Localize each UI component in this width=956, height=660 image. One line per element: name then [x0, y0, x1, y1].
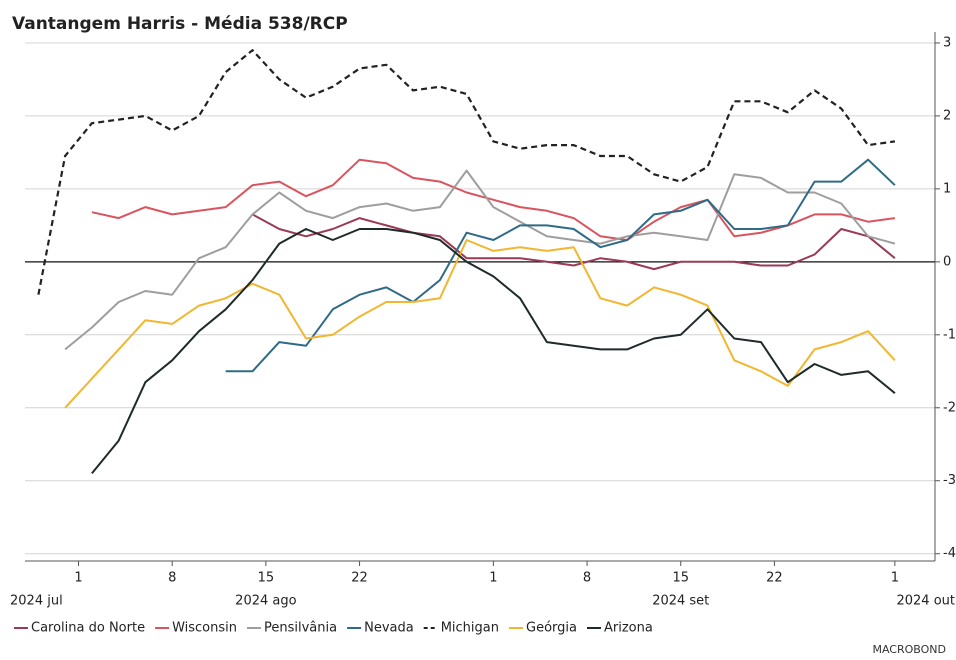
period-label: 2024 ago	[235, 594, 296, 609]
x-tick-label: 22	[766, 571, 783, 586]
x-tick-label: 1	[891, 571, 899, 586]
legend-label: Michigan	[441, 621, 499, 636]
y-tick-label: 2	[943, 108, 951, 123]
source-logo: MACROBOND	[872, 643, 946, 656]
y-tick-label: -4	[943, 546, 956, 561]
legend-label: Pensilvânia	[264, 621, 337, 636]
y-tick-label: -2	[943, 400, 956, 415]
legend-label: Arizona	[604, 621, 653, 636]
y-tick-label: -1	[943, 327, 956, 342]
x-tick-label: 1	[489, 571, 497, 586]
series-line	[64, 239, 896, 409]
y-tick-label: -3	[943, 473, 956, 488]
legend-label: Carolina do Norte	[31, 621, 145, 636]
series-line	[91, 158, 896, 241]
period-label: 2024 jul	[10, 594, 63, 609]
x-tick-label: 8	[583, 571, 591, 586]
series-line	[64, 169, 896, 351]
series-line	[252, 213, 896, 271]
period-label: 2024 set	[652, 594, 709, 609]
y-tick-label: 0	[943, 254, 951, 269]
period-label: 2024 out	[896, 594, 955, 609]
legend-label: Nevada	[364, 621, 414, 636]
y-tick-label: 3	[943, 35, 951, 50]
legend-label: Geórgia	[526, 621, 577, 636]
series-line	[225, 158, 896, 373]
x-tick-label: 8	[168, 571, 176, 586]
legend-label: Wisconsin	[172, 621, 237, 636]
x-tick-label: 15	[672, 571, 689, 586]
x-tick-label: 22	[351, 571, 368, 586]
y-tick-label: 1	[943, 181, 951, 196]
x-tick-label: 1	[74, 571, 82, 586]
chart-title: Vantangem Harris - Média 538/RCP	[12, 14, 348, 34]
x-tick-label: 15	[258, 571, 275, 586]
series-line	[91, 228, 896, 475]
